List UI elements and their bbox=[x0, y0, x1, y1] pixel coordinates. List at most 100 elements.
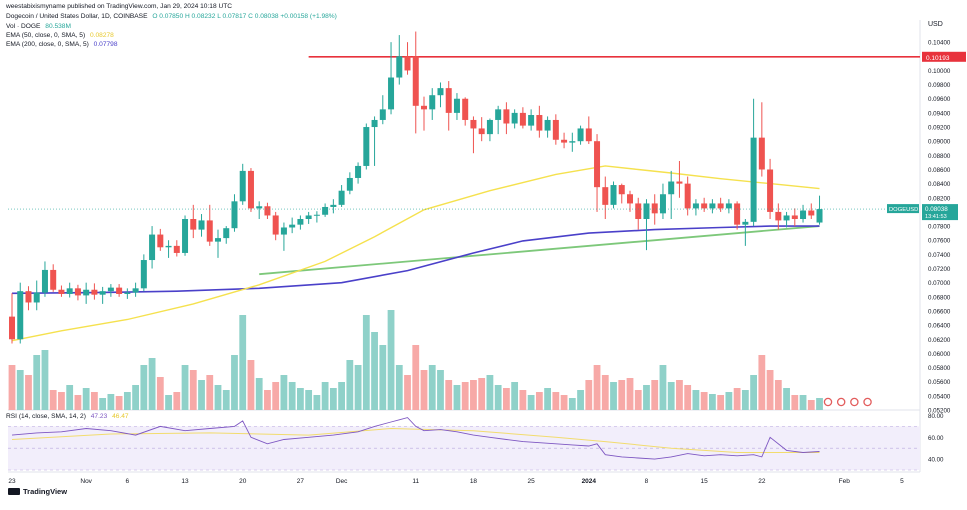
candle bbox=[247, 168, 254, 212]
x-tick-label: 8 bbox=[645, 478, 649, 485]
candle bbox=[758, 102, 765, 177]
candle-body bbox=[692, 203, 699, 209]
candle bbox=[791, 208, 798, 227]
y-tick-label: 0.08800 bbox=[928, 153, 951, 160]
y-tick-label: 0.06600 bbox=[928, 308, 951, 315]
candle bbox=[231, 194, 238, 232]
volume-bar bbox=[8, 365, 16, 410]
candle bbox=[190, 204, 197, 239]
volume-bar bbox=[354, 365, 362, 410]
candle bbox=[701, 197, 708, 212]
candle-body bbox=[495, 109, 502, 120]
candle-body bbox=[585, 128, 592, 142]
volume-bar bbox=[239, 315, 247, 410]
candle bbox=[486, 118, 493, 142]
candle bbox=[272, 211, 279, 241]
candle-body bbox=[503, 109, 510, 124]
price-tag-bg bbox=[922, 204, 958, 221]
rsi-ma-legend-value: 46.47 bbox=[112, 413, 129, 420]
event-marker-icon bbox=[863, 397, 872, 407]
candle bbox=[659, 183, 666, 219]
volume-bar bbox=[264, 390, 271, 410]
rsi-legend-label: RSI (14, close, SMA, 14, 2) bbox=[6, 413, 86, 420]
volume-bar bbox=[725, 392, 733, 410]
candle bbox=[519, 107, 526, 129]
y-tick-label: 0.08600 bbox=[928, 167, 951, 174]
y-tick-label: 0.07600 bbox=[928, 238, 951, 245]
volume-bar bbox=[552, 392, 560, 410]
footer-brand: TradingView bbox=[23, 487, 68, 496]
volume-legend: Vol · DOGE 80.538M bbox=[6, 23, 74, 31]
candle bbox=[322, 203, 329, 217]
candle-body bbox=[371, 119, 378, 128]
volume-bar bbox=[577, 390, 584, 410]
candle bbox=[280, 222, 287, 251]
y-tick-label: 0.09000 bbox=[928, 139, 951, 146]
candle bbox=[800, 204, 807, 223]
volume-bar bbox=[659, 365, 667, 410]
volume-bar bbox=[437, 370, 444, 410]
rsi-line bbox=[11, 417, 820, 460]
y-tick-label: 0.09800 bbox=[928, 82, 951, 89]
candle-body bbox=[297, 219, 304, 225]
candle bbox=[478, 117, 485, 142]
x-tick-label: 18 bbox=[470, 478, 478, 485]
volume-bar bbox=[222, 390, 230, 410]
candle bbox=[635, 197, 642, 230]
candle-body bbox=[421, 105, 427, 110]
ema50-legend-value: 0.08278 bbox=[90, 32, 114, 39]
y-tick-label: 0.06200 bbox=[928, 337, 951, 344]
y-tick-label: 0.08200 bbox=[928, 195, 951, 202]
tradingview-footer[interactable]: TradingView bbox=[8, 487, 67, 496]
candle bbox=[132, 282, 139, 297]
volume-bar bbox=[156, 377, 164, 410]
candle-body bbox=[816, 209, 823, 223]
candle bbox=[74, 284, 81, 301]
x-tick-label: 27 bbox=[297, 478, 305, 485]
candle-body bbox=[107, 287, 114, 292]
x-tick-label: Dec bbox=[336, 478, 348, 485]
candle bbox=[618, 183, 625, 204]
volume-bar bbox=[634, 390, 642, 410]
candle bbox=[462, 97, 469, 126]
candle-body bbox=[734, 203, 741, 225]
candle-body bbox=[116, 287, 123, 294]
candle-body bbox=[577, 128, 584, 142]
volume-bar bbox=[189, 370, 197, 410]
candle bbox=[50, 264, 57, 292]
ema200-legend-label: EMA (200, close, 0, SMA, 5) bbox=[6, 41, 89, 48]
symbol-tag: DOGEUSD bbox=[889, 207, 918, 213]
volume-bar bbox=[651, 380, 659, 410]
candle bbox=[610, 181, 617, 209]
candle bbox=[206, 204, 213, 246]
candle bbox=[750, 98, 757, 227]
candle-body bbox=[519, 112, 526, 126]
candle bbox=[215, 229, 221, 258]
candle-body bbox=[544, 119, 551, 131]
candle-body bbox=[594, 141, 601, 188]
x-tick-label: 25 bbox=[528, 478, 536, 485]
volume-bar bbox=[783, 388, 790, 410]
candle bbox=[421, 96, 427, 131]
candle bbox=[577, 125, 584, 145]
candle bbox=[140, 254, 147, 292]
candle-body bbox=[124, 292, 131, 294]
candle bbox=[223, 226, 230, 244]
candle bbox=[157, 228, 164, 251]
x-tick-label: 20 bbox=[239, 478, 247, 485]
volume-bar bbox=[74, 395, 82, 410]
candle bbox=[297, 215, 304, 230]
volume-bar bbox=[610, 382, 617, 410]
candle bbox=[651, 194, 658, 225]
y-tick-label: 0.05600 bbox=[928, 379, 951, 386]
x-tick-label: 13 bbox=[181, 478, 189, 485]
candle bbox=[107, 284, 114, 297]
volume-bar bbox=[82, 388, 90, 410]
event-marker-icon bbox=[850, 397, 859, 407]
candle-body bbox=[462, 98, 469, 120]
y-tick-label: 0.06000 bbox=[928, 351, 951, 358]
candle bbox=[182, 215, 189, 256]
candle-body bbox=[190, 219, 197, 230]
